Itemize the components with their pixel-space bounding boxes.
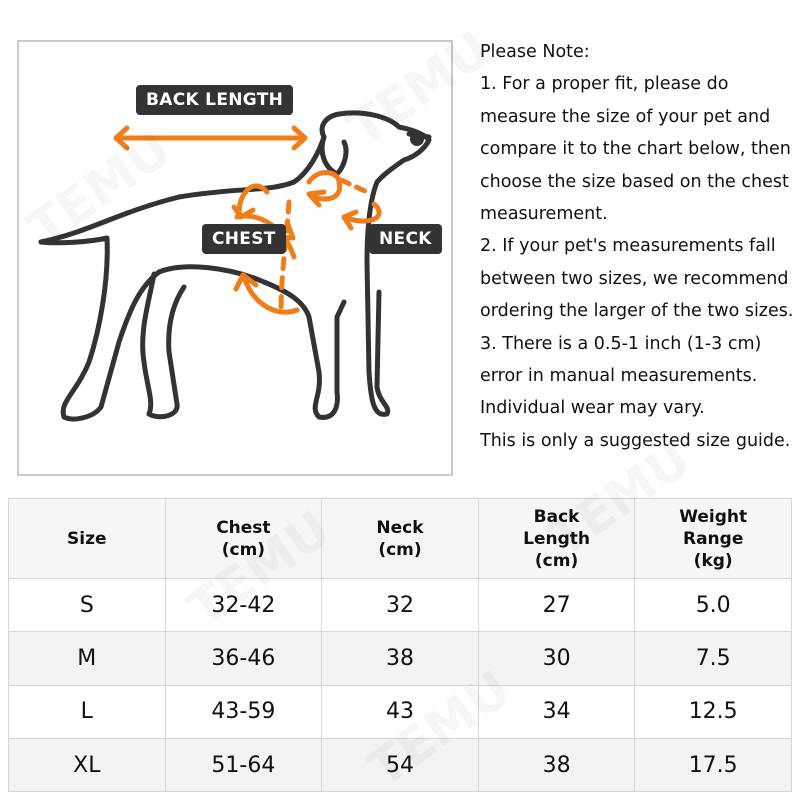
table-cell: 34 — [477, 684, 636, 739]
table-row: L 43-59 43 34 12.5 — [8, 684, 792, 739]
table-cell: 32-42 — [164, 577, 323, 633]
column-header-line: Length — [523, 528, 591, 549]
note-line: Individual wear may vary. — [480, 398, 705, 419]
table-cell: 30 — [477, 631, 636, 686]
note-line: 1. For a proper fit, please do — [480, 74, 729, 95]
table-cell: 7.5 — [634, 631, 792, 686]
size-note: Please Note: 1. For a proper fit, please… — [480, 36, 800, 457]
note-line: measurement. — [480, 204, 608, 225]
table-cell: S — [8, 577, 166, 633]
size-chart-table: Size Chest (cm) Neck (cm) Back Length (cm) Weigh… — [8, 498, 792, 793]
note-line: error in manual measurements. — [480, 366, 758, 387]
table-cell: 43 — [321, 684, 479, 739]
table-cell: 54 — [321, 737, 479, 793]
note-line: measure the size of your pet and — [480, 106, 771, 127]
note-line: 3. There is a 0.5-1 inch (1-3 cm) — [480, 333, 762, 354]
table-cell: 12.5 — [634, 684, 792, 739]
column-header-line: (cm) — [378, 539, 422, 560]
table-cell: 5.0 — [634, 577, 792, 633]
chest-label: CHEST — [202, 224, 286, 254]
note-line: compare it to the chart below, then — [480, 139, 791, 160]
note-line: 2. If your pet's measurements fall — [480, 236, 776, 257]
table-cell: XL — [8, 737, 166, 793]
column-header-line: Neck — [376, 517, 424, 538]
column-header: Weight Range (kg) — [634, 498, 792, 579]
table-cell: 17.5 — [634, 737, 792, 793]
dog-measurement-diagram: BACK LENGTH CHEST NECK — [17, 40, 453, 476]
column-header: Neck (cm) — [321, 498, 479, 579]
table-cell: 38 — [321, 631, 479, 686]
table-cell: 27 — [477, 577, 636, 633]
neck-label: NECK — [369, 224, 442, 254]
column-header-line: Range — [683, 528, 744, 549]
dog-illustration — [38, 110, 432, 422]
table-cell: 43-59 — [164, 684, 323, 739]
column-header-line: (kg) — [693, 550, 733, 571]
table-cell: 32 — [321, 577, 479, 633]
column-header-line: Back — [533, 506, 580, 527]
column-header-line: Chest — [216, 517, 271, 538]
note-line: choose the size based on the chest — [480, 171, 789, 192]
table-row: M 36-46 38 30 7.5 — [8, 631, 792, 686]
back-length-label: BACK LENGTH — [136, 85, 294, 115]
table-cell: 36-46 — [164, 631, 323, 686]
column-header-line: (cm) — [534, 550, 579, 571]
table-cell: 51-64 — [164, 737, 323, 793]
note-title: Please Note: — [480, 42, 590, 62]
column-header: Back Length (cm) — [477, 498, 636, 579]
column-header-line: Size — [67, 528, 107, 549]
note-line: This is only a suggested size guide. — [480, 430, 791, 451]
table-cell: L — [8, 684, 166, 739]
note-line: ordering the larger of the two sizes. — [480, 301, 794, 322]
table-header-row: Size Chest (cm) Neck (cm) Back Length (cm) Weigh… — [8, 498, 792, 579]
table-row: S 32-42 32 27 5.0 — [8, 577, 792, 633]
column-header: Size — [8, 498, 166, 579]
table-cell: 38 — [477, 737, 636, 793]
table-cell: M — [8, 631, 166, 686]
table-row: XL 51-64 54 38 17.5 — [8, 737, 792, 793]
column-header-line: (cm) — [221, 539, 266, 560]
column-header: Chest (cm) — [164, 498, 323, 579]
note-line: between two sizes, we recommend — [480, 268, 789, 289]
column-header-line: Weight — [679, 506, 748, 527]
